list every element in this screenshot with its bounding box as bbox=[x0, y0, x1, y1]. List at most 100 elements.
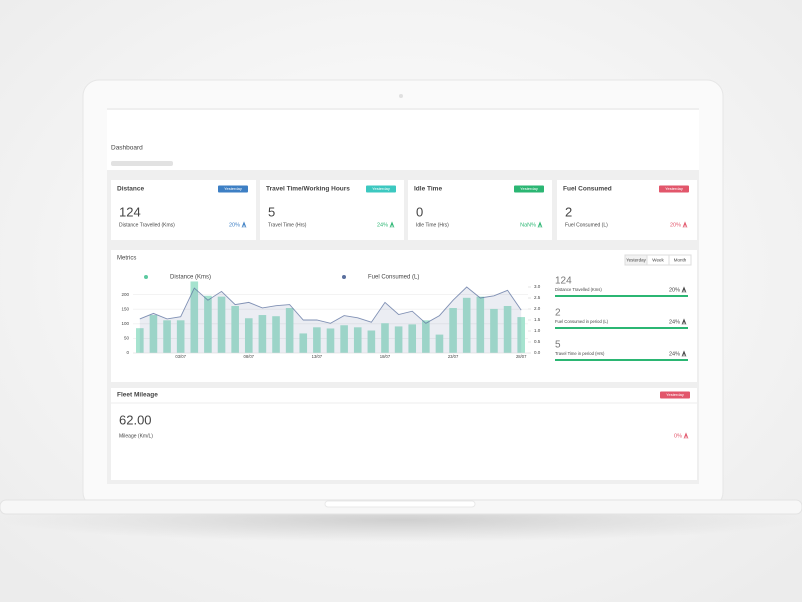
y2-tick-label: 1.0 bbox=[534, 328, 541, 333]
bar bbox=[299, 333, 308, 353]
bar bbox=[408, 324, 417, 353]
bar bbox=[435, 334, 444, 353]
card-title: Fuel Consumed bbox=[563, 186, 612, 193]
bar bbox=[204, 295, 212, 353]
trend-icon bbox=[681, 286, 687, 293]
bar bbox=[449, 308, 457, 353]
header-panel bbox=[107, 110, 699, 170]
bar bbox=[367, 330, 376, 353]
bar bbox=[462, 297, 471, 353]
card-value: 5 bbox=[268, 204, 275, 219]
bar bbox=[422, 320, 430, 353]
bar bbox=[490, 308, 498, 353]
trend-icon bbox=[681, 318, 687, 325]
x-tick-label: 08/07 bbox=[244, 354, 255, 359]
y-tick-label: 50 bbox=[124, 336, 130, 341]
legend-marker bbox=[342, 275, 346, 279]
bar bbox=[272, 316, 280, 353]
line bbox=[139, 286, 522, 324]
trend-icon bbox=[389, 221, 395, 228]
badge-label: Yesterday bbox=[666, 392, 684, 397]
bar bbox=[136, 328, 144, 353]
bar bbox=[503, 305, 512, 353]
period-label: Week bbox=[652, 258, 664, 263]
trend-icon bbox=[241, 221, 247, 228]
bar bbox=[340, 325, 348, 353]
bar bbox=[176, 320, 185, 353]
y2-tick-label: 3.0 bbox=[534, 284, 541, 289]
bar bbox=[244, 318, 253, 353]
metrics-title: Metrics bbox=[117, 256, 136, 262]
y2-tick-label: 0.5 bbox=[534, 339, 541, 344]
trend-icon bbox=[537, 221, 543, 228]
fleet-change: 0% bbox=[674, 433, 682, 439]
card-title: Idle Time bbox=[414, 186, 442, 193]
area bbox=[139, 287, 522, 353]
bar bbox=[149, 315, 158, 353]
x-tick-label: 23/07 bbox=[448, 354, 459, 359]
bar bbox=[258, 315, 267, 353]
camera bbox=[399, 94, 403, 98]
period-label: Yesterday bbox=[626, 258, 647, 263]
fleet-label: Mileage (Km/L) bbox=[119, 433, 153, 439]
period-button[interactable] bbox=[668, 254, 692, 266]
card-value: 124 bbox=[119, 204, 141, 219]
badge bbox=[660, 391, 690, 399]
bar bbox=[231, 305, 239, 353]
stat-value: 5 bbox=[555, 340, 561, 351]
badge bbox=[514, 185, 544, 193]
trend-icon bbox=[683, 432, 689, 439]
card-title: Distance bbox=[117, 186, 144, 193]
stat-label: Travel Time in period (Hrs) bbox=[555, 351, 605, 356]
bar bbox=[517, 317, 525, 353]
x-tick-label: 03/07 bbox=[175, 354, 186, 359]
fleet-title: Fleet Mileage bbox=[117, 392, 158, 399]
legend-label: Distance (Kms) bbox=[170, 275, 211, 281]
card-label: Fuel Consumed (L) bbox=[565, 222, 608, 228]
laptop-notch bbox=[324, 500, 476, 508]
badge bbox=[366, 185, 396, 193]
bar bbox=[353, 327, 362, 353]
fleet-value: 62.00 bbox=[119, 412, 152, 427]
stat-bar bbox=[555, 295, 688, 297]
card-change: NaN% bbox=[520, 222, 536, 228]
y-tick-label: 0 bbox=[126, 350, 129, 355]
stat-value: 2 bbox=[555, 308, 561, 319]
x-tick-label: 28/07 bbox=[516, 354, 527, 359]
card-change: 20% bbox=[670, 222, 681, 228]
fleet-panel bbox=[111, 388, 697, 480]
card-label: Travel Time (Hrs) bbox=[268, 222, 307, 228]
stat-change: 24% bbox=[669, 351, 680, 357]
stat-bar bbox=[555, 327, 688, 329]
card-label: Idle Time (Hrs) bbox=[416, 222, 449, 228]
bar bbox=[394, 326, 403, 353]
stat-bar bbox=[555, 359, 688, 361]
stat-change: 24% bbox=[669, 319, 680, 325]
stat-label: Distance Travelled (Kms) bbox=[555, 287, 602, 292]
card-change: 24% bbox=[377, 222, 388, 228]
y2-tick-label: 2.0 bbox=[534, 306, 541, 311]
bar bbox=[313, 327, 321, 353]
x-tick-label: 18/07 bbox=[380, 354, 391, 359]
badge-label: Yesterday bbox=[665, 186, 683, 191]
card-title: Travel Time/Working Hours bbox=[266, 186, 350, 193]
card-change: 20% bbox=[229, 222, 240, 228]
bar bbox=[381, 323, 389, 353]
stat-value: 124 bbox=[555, 276, 572, 287]
x-tick-label: 13/07 bbox=[312, 354, 323, 359]
bar bbox=[326, 328, 335, 353]
stat-label: Fuel Consumed in period (L) bbox=[555, 319, 609, 324]
breadcrumb bbox=[111, 161, 173, 166]
badge bbox=[659, 185, 689, 193]
bar bbox=[190, 281, 199, 353]
page-title: Dashboard bbox=[111, 145, 143, 152]
y-tick-label: 150 bbox=[121, 306, 129, 311]
trend-icon bbox=[682, 221, 688, 228]
stat-change: 20% bbox=[669, 287, 680, 293]
y2-tick-label: 1.5 bbox=[534, 317, 541, 322]
card-value: 0 bbox=[416, 204, 423, 219]
card-value: 2 bbox=[565, 204, 572, 219]
y-tick-label: 200 bbox=[121, 292, 129, 297]
